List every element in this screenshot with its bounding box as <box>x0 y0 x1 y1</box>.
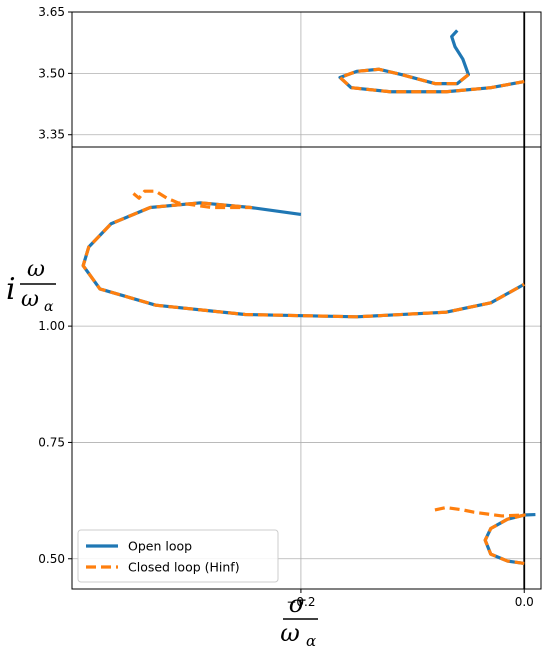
y-axis-label-denominator: ω <box>21 287 39 312</box>
x-axis-label-numerator: σ <box>289 590 306 618</box>
y-axis-label-denominator-subscript: α <box>44 299 54 315</box>
upper-y-tick-label-0: 3.35 <box>38 128 65 142</box>
upper-closed-loop-curve-1 <box>338 67 525 94</box>
y-axis-label-prefix: i <box>6 272 16 307</box>
legend-label-open-loop: Open loop <box>128 539 192 554</box>
lower-y-tick-label-0: 0.50 <box>38 552 65 566</box>
lower-plot-area <box>72 147 541 589</box>
legend: Open loop Closed loop (Hinf) <box>77 529 279 583</box>
lower-closed-loop-curve-3 <box>434 505 526 565</box>
legend-box <box>77 529 279 583</box>
upper-y-tick-label-1: 3.50 <box>38 66 65 80</box>
lower-closed-loop-curve-1 <box>81 189 526 319</box>
upper-panel: 3.35 3.50 3.65 <box>38 5 542 148</box>
lower-panel: 0.50 0.75 1.00 −0.2 0.0 <box>38 146 542 609</box>
y-axis-label-numerator: ω <box>27 257 45 282</box>
x-axis-label-denominator: ω <box>280 619 300 647</box>
x-axis-label: σ ω α <box>280 590 318 650</box>
upper-plot-area <box>72 12 541 147</box>
lower-y-tick-label-2: 1.00 <box>38 319 65 333</box>
y-axis-label: i ω ω α <box>6 257 56 315</box>
lower-frame <box>71 146 542 590</box>
upper-y-tick-label-2: 3.65 <box>38 5 65 19</box>
lower-y-tick-label-1: 0.75 <box>38 435 65 449</box>
legend-label-closed-loop: Closed loop (Hinf) <box>128 560 240 575</box>
x-tick-label-1: 0.0 <box>515 595 534 609</box>
x-tick-label-0: −0.2 <box>286 595 315 609</box>
x-axis-label-denominator-subscript: α <box>306 632 316 650</box>
